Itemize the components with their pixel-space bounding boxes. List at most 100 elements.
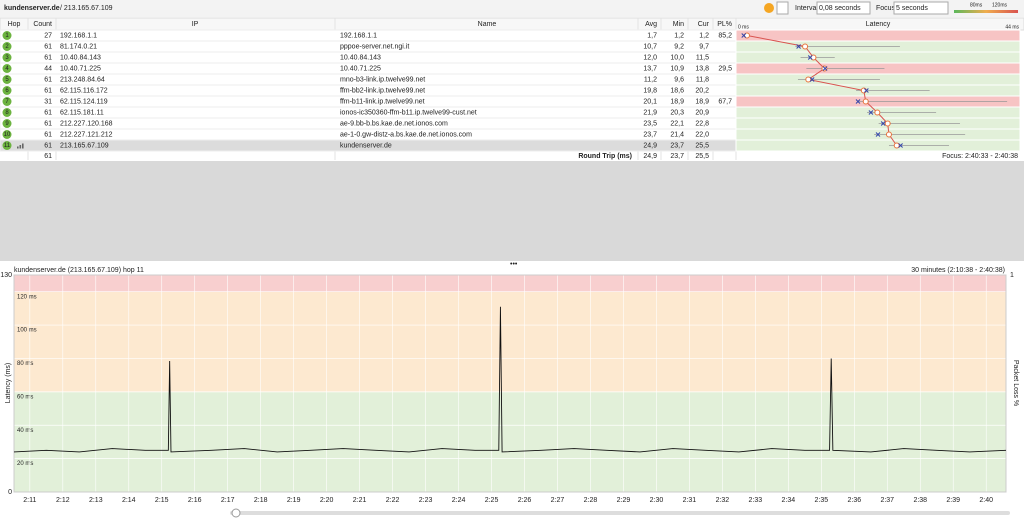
latency-trace bbox=[13, 306, 1007, 453]
min: 23,7 bbox=[670, 142, 684, 149]
focus-label: Focus bbox=[876, 5, 896, 12]
alert-button[interactable] bbox=[764, 3, 774, 13]
interval-select[interactable] bbox=[816, 1, 871, 15]
hop: 1 bbox=[5, 33, 9, 39]
cur: 20,9 bbox=[695, 109, 709, 116]
latency-band bbox=[14, 275, 1006, 292]
count: 27 bbox=[44, 32, 52, 39]
hop-badge bbox=[2, 119, 12, 128]
avg-marker bbox=[884, 120, 891, 127]
interval-value: 0,08 seconds bbox=[819, 5, 861, 12]
x-tick-label: 2:23 bbox=[419, 497, 433, 504]
graph-range: 30 minutes (2:10:38 - 2:40:38) bbox=[911, 267, 1005, 274]
ip: 62.115.116.172 bbox=[60, 87, 108, 94]
column-header: Cur bbox=[698, 21, 710, 28]
cur: 22,8 bbox=[695, 120, 709, 127]
column-header: IP bbox=[192, 21, 199, 28]
cur-marker bbox=[880, 121, 886, 126]
grid-label: 60 ms bbox=[17, 394, 33, 400]
name: pppoe-server.net.ngi.it bbox=[340, 43, 409, 50]
empty-area bbox=[0, 161, 1024, 261]
y-axis-label: Latency (ms) bbox=[5, 363, 12, 403]
hop-badge bbox=[2, 86, 12, 95]
min: 9,2 bbox=[674, 43, 684, 50]
ip: 212.227.121.212 bbox=[60, 131, 113, 138]
summary-min: 23,7 bbox=[670, 153, 684, 160]
min: 21,4 bbox=[670, 131, 684, 138]
hop: 7 bbox=[5, 99, 9, 105]
x-tick-label: 2:18 bbox=[254, 497, 268, 504]
x-tick-label: 2:30 bbox=[650, 497, 664, 504]
legend-80: 80ms bbox=[970, 2, 983, 8]
packet-loss: 85,2 bbox=[718, 32, 732, 39]
min: 20,3 bbox=[670, 109, 684, 116]
hop: 8 bbox=[5, 110, 9, 116]
scroll-thumb[interactable] bbox=[231, 508, 241, 518]
scrollbar[interactable] bbox=[230, 511, 1010, 515]
splitter[interactable]: ••• bbox=[510, 261, 518, 268]
hop-badge bbox=[2, 42, 12, 51]
summary-count: 61 bbox=[44, 153, 52, 160]
cur: 11,5 bbox=[696, 54, 709, 61]
min: 18,6 bbox=[670, 87, 684, 94]
x-tick-label: 2:32 bbox=[716, 497, 730, 504]
summary-cur: 25,5 bbox=[695, 153, 709, 160]
ip: 192.168.1.1 bbox=[60, 32, 97, 39]
hop-badge bbox=[2, 31, 12, 40]
hop-badge bbox=[2, 141, 12, 150]
graph-icon bbox=[22, 143, 24, 149]
focus-select[interactable] bbox=[893, 1, 949, 15]
x-tick-label: 2:19 bbox=[287, 497, 301, 504]
alert-dropdown[interactable] bbox=[776, 1, 789, 15]
legend-120: 120ms bbox=[992, 2, 1008, 8]
name: kundenserver.de bbox=[340, 142, 392, 149]
packet-loss: 67,7 bbox=[718, 98, 732, 105]
x-tick-label: 2:38 bbox=[913, 497, 927, 504]
avg: 11,2 bbox=[644, 76, 657, 83]
x-tick-label: 2:15 bbox=[155, 497, 169, 504]
grid-label: 20 ms bbox=[17, 461, 33, 467]
cur: 11,8 bbox=[696, 76, 709, 83]
grid-label: 80 ms bbox=[17, 361, 33, 367]
x-tick-label: 2:35 bbox=[815, 497, 829, 504]
min: 22,1 bbox=[670, 120, 684, 127]
y2-axis-label: Packet Loss % bbox=[1012, 360, 1019, 406]
x-tick-label: 2:37 bbox=[880, 497, 894, 504]
column-header: Hop bbox=[8, 21, 21, 28]
min: 10,0 bbox=[670, 54, 684, 61]
grid-label: 120 ms bbox=[17, 294, 37, 300]
x-tick-label: 2:26 bbox=[518, 497, 532, 504]
x-tick-label: 2:40 bbox=[979, 497, 993, 504]
summary-avg: 24,9 bbox=[643, 153, 657, 160]
cur: 13,8 bbox=[695, 65, 709, 72]
name: 10.40.71.225 bbox=[340, 65, 381, 72]
hop: 3 bbox=[5, 55, 9, 61]
hop-badge bbox=[2, 130, 12, 139]
name: 192.168.1.1 bbox=[340, 32, 377, 39]
cur-marker bbox=[864, 88, 869, 93]
avg: 20,1 bbox=[643, 98, 657, 105]
avg-marker bbox=[810, 54, 817, 61]
x-tick-label: 2:36 bbox=[847, 497, 861, 504]
cur-marker bbox=[875, 132, 881, 137]
hop: 9 bbox=[5, 121, 9, 127]
y-tick-label: 130 bbox=[0, 272, 12, 279]
name: mno-b3-link.ip.twelve99.net bbox=[340, 76, 425, 83]
x-tick-label: 2:28 bbox=[584, 497, 598, 504]
plot-frame bbox=[13, 274, 1007, 493]
name: ionos-ic350360-ffm-b11.ip.twelve99-cust.… bbox=[340, 109, 477, 116]
cur-marker bbox=[868, 110, 874, 115]
count: 61 bbox=[44, 109, 52, 116]
latency-cell bbox=[735, 29, 1021, 42]
grid-label: 100 ms bbox=[17, 328, 37, 334]
name: ffm-b11-link.ip.twelve99.net bbox=[340, 98, 425, 105]
hop-badge bbox=[2, 64, 12, 73]
hop-badge bbox=[2, 53, 12, 62]
avg-marker bbox=[893, 142, 900, 149]
x-tick-label: 2:27 bbox=[551, 497, 565, 504]
graph-icon bbox=[17, 146, 19, 149]
avg: 23,7 bbox=[643, 131, 657, 138]
x-tick-label: 2:24 bbox=[452, 497, 466, 504]
interval-label: Interval bbox=[795, 5, 818, 12]
hop: 11 bbox=[4, 143, 11, 149]
